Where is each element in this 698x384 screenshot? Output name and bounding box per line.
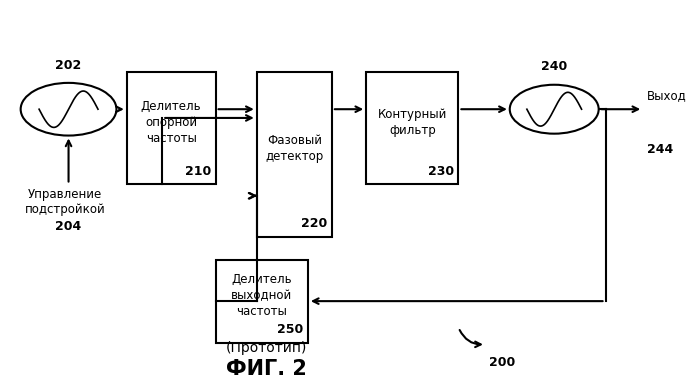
Circle shape — [510, 85, 599, 134]
Text: 204: 204 — [55, 220, 82, 233]
Text: Управление
подстройкой: Управление подстройкой — [24, 188, 105, 216]
Text: Фазовый
детектор: Фазовый детектор — [265, 134, 323, 163]
Text: (Прототип): (Прототип) — [226, 341, 308, 355]
Circle shape — [21, 83, 117, 136]
Text: Делитель
выходной
частоты: Делитель выходной частоты — [231, 273, 292, 318]
Text: 240: 240 — [541, 60, 567, 73]
Text: 200: 200 — [489, 356, 516, 369]
Bar — [257, 71, 332, 237]
Text: 202: 202 — [55, 59, 82, 71]
Text: 230: 230 — [428, 165, 454, 178]
Text: Делитель
опорной
частоты: Делитель опорной частоты — [141, 100, 202, 145]
Bar — [126, 71, 216, 184]
Bar — [216, 260, 308, 343]
Text: 244: 244 — [646, 143, 673, 156]
Text: ФИГ. 2: ФИГ. 2 — [226, 359, 307, 379]
Text: 250: 250 — [277, 323, 303, 336]
Text: Контурный
фильтр: Контурный фильтр — [378, 108, 447, 137]
Text: 210: 210 — [184, 165, 211, 178]
Text: Выход: Выход — [646, 89, 686, 102]
Text: 220: 220 — [301, 217, 327, 230]
Bar — [366, 71, 459, 184]
